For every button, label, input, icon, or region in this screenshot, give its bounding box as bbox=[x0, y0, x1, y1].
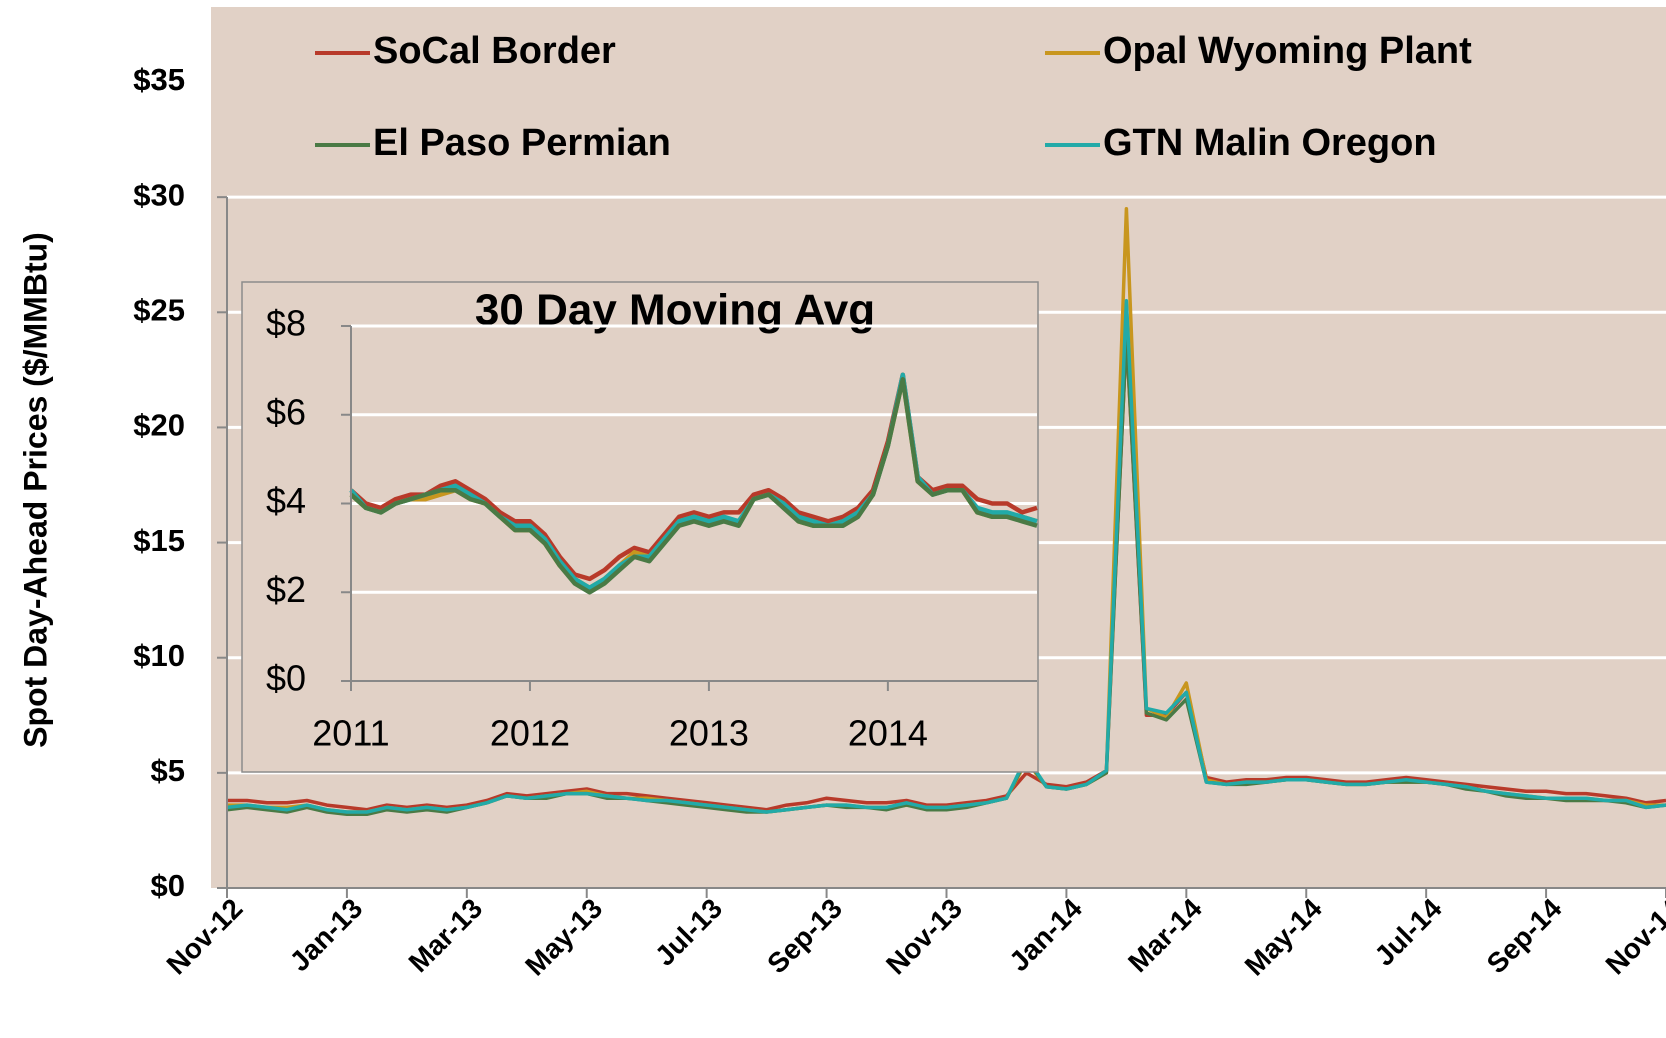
y-tick-label: $20 bbox=[133, 408, 185, 443]
y-tick-label: $4 bbox=[266, 480, 306, 521]
series-line bbox=[226, 299, 1666, 814]
x-tick-label: Mar-13 bbox=[403, 893, 489, 979]
legend-label: El Paso Permian bbox=[373, 122, 671, 164]
y-tick-label: $5 bbox=[151, 753, 185, 788]
x-tick-label: Sep-13 bbox=[761, 893, 848, 980]
y-tick-label: $2 bbox=[266, 569, 306, 610]
x-tick-label: Nov-12 bbox=[161, 893, 249, 981]
legend-label: Opal Wyoming Plant bbox=[1103, 30, 1472, 72]
x-tick-label: Sep-14 bbox=[1481, 892, 1568, 979]
x-tick-label: 2012 bbox=[490, 713, 570, 754]
x-tick-label: 2011 bbox=[312, 713, 389, 754]
y-tick-label: $8 bbox=[266, 303, 306, 344]
y-tick-label: $35 bbox=[133, 62, 185, 97]
legend-label: GTN Malin Oregon bbox=[1103, 122, 1437, 164]
x-tick-label: 2013 bbox=[669, 713, 749, 754]
x-tick-label: Nov-14 bbox=[1600, 892, 1666, 980]
y-axis-label: Spot Day-Ahead Prices ($/MMBtu) bbox=[17, 232, 53, 748]
series-line bbox=[349, 377, 1038, 595]
x-tick-label: Jan-14 bbox=[1003, 892, 1088, 977]
inset-background bbox=[241, 281, 1039, 773]
y-tick-label: $0 bbox=[151, 868, 185, 903]
x-tick-label: 2014 bbox=[848, 713, 928, 754]
series-line bbox=[227, 333, 1666, 812]
x-tick-label: Jul-13 bbox=[649, 893, 728, 972]
legend-background bbox=[211, 7, 1666, 185]
y-tick-label: $15 bbox=[133, 523, 185, 558]
x-tick-label: May-13 bbox=[519, 893, 608, 982]
x-tick-label: May-14 bbox=[1239, 892, 1328, 981]
y-tick-label: $0 bbox=[266, 658, 306, 699]
x-tick-label: Jan-13 bbox=[284, 893, 369, 978]
x-tick-label: Jul-14 bbox=[1368, 892, 1447, 971]
x-tick-label: Nov-13 bbox=[880, 893, 968, 981]
y-tick-label: $30 bbox=[133, 177, 185, 212]
y-tick-label: $10 bbox=[133, 638, 185, 673]
y-tick-label: $25 bbox=[133, 292, 185, 327]
x-tick-label: Mar-14 bbox=[1122, 892, 1208, 978]
y-tick-label: $6 bbox=[266, 391, 306, 432]
y-tick-label: $35 bbox=[133, 62, 185, 97]
legend-label: SoCal Border bbox=[373, 30, 616, 72]
